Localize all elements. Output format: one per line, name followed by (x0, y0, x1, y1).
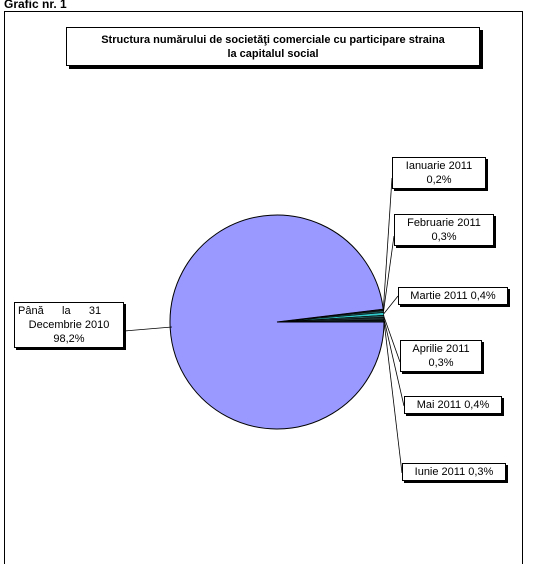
chart-title-line-1: Structura numărului de societăţi comerci… (101, 33, 445, 46)
slice-label-1-line-3: 98,2% (53, 333, 85, 345)
slice-label-3: Februarie 2011 0,3% (394, 214, 494, 246)
leader-line-7 (383, 320, 403, 474)
chart-heading: Grafic nr. 1 (4, 0, 67, 11)
leader-lines (123, 177, 405, 474)
leader-line-3 (383, 235, 395, 312)
slice-label-2: Ianuarie 2011 0,2% (392, 157, 486, 189)
slice-label-7: Iunie 2011 0,3% (402, 463, 506, 481)
slice-label-1-line-1: Până la 31 (18, 305, 102, 317)
slice-label-2-line-2: 0,2% (426, 174, 452, 186)
chart-frame (4, 11, 523, 564)
slice-label-3-line-1: Februarie 2011 (407, 217, 481, 229)
slice-label-6-line-1: Mai 2011 0,4% (416, 399, 490, 411)
slice-label-5-line-1: Aprilie 2011 (412, 343, 470, 355)
slice-label-3-line-2: 0,3% (431, 231, 457, 243)
leader-line-4 (383, 295, 399, 315)
slice-label-1: Până la 31 Decembrie 2010 98,2% (14, 302, 124, 348)
slice-label-6: Mai 2011 0,4% (404, 396, 502, 414)
chart-title-line-2: la capitalul social (227, 47, 319, 60)
slice-label-4: Martie 2011 0,4% (398, 287, 508, 305)
slice-label-5: Aprilie 2011 0,3% (400, 340, 482, 372)
leader-line-2 (382, 177, 393, 310)
leader-line-1 (123, 326, 173, 332)
leader-line-5 (383, 316, 401, 363)
leader-line-6 (383, 318, 405, 407)
pie-slices (169, 214, 385, 430)
chart-title-box: Structura numărului de societăţi comerci… (66, 27, 480, 66)
slice-label-4-line-1: Martie 2011 0,4% (410, 290, 496, 302)
slice-label-5-line-2: 0,3% (428, 357, 454, 369)
slice-label-1-line-2: Decembrie 2010 (28, 319, 110, 331)
slice-label-2-line-1: Ianuarie 2011 (405, 160, 473, 172)
slice-label-7-line-1: Iunie 2011 0,3% (414, 466, 494, 478)
